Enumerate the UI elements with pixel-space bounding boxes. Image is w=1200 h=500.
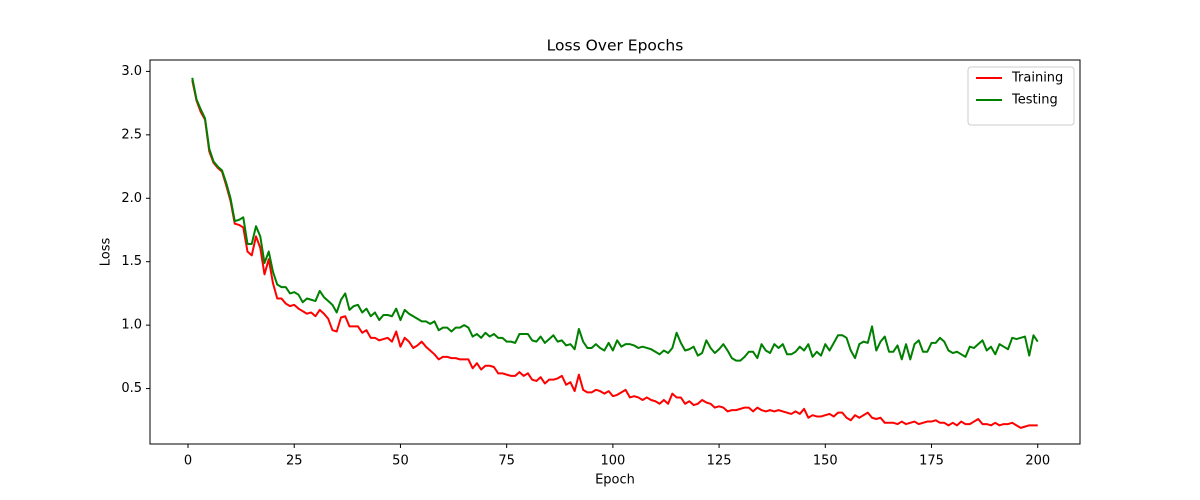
y-axis-label: Loss: [99, 238, 114, 267]
line-series: [191, 77, 1039, 362]
line-series: [191, 80, 1038, 429]
x-tick-label: 200: [1025, 454, 1050, 469]
y-tick-label: 0.5: [121, 381, 142, 396]
legend-box: [967, 66, 1075, 126]
y-tick-label: 3.0: [121, 64, 142, 79]
x-axis-label: Epoch: [595, 473, 635, 488]
x-tick-label: 75: [498, 454, 515, 469]
y-tick-label: 1.5: [121, 254, 142, 269]
y-tick-label: 2.5: [121, 127, 142, 142]
x-tick-label: 0: [184, 454, 192, 469]
x-tick-label: 125: [707, 454, 732, 469]
x-tick-label: 175: [919, 454, 944, 469]
x-tick-label: 50: [392, 454, 409, 469]
y-tick-label: 1.0: [121, 318, 142, 333]
x-tick-label: 150: [813, 454, 838, 469]
x-tick-label: 25: [286, 454, 303, 469]
chart-title: Loss Over Epochs: [547, 37, 684, 55]
plot-frame: [149, 59, 1081, 445]
legend-label: Testing: [1011, 93, 1058, 108]
legend-label: Training: [1011, 71, 1063, 86]
y-tick-label: 2.0: [121, 191, 142, 206]
x-tick-label: 100: [600, 454, 625, 469]
